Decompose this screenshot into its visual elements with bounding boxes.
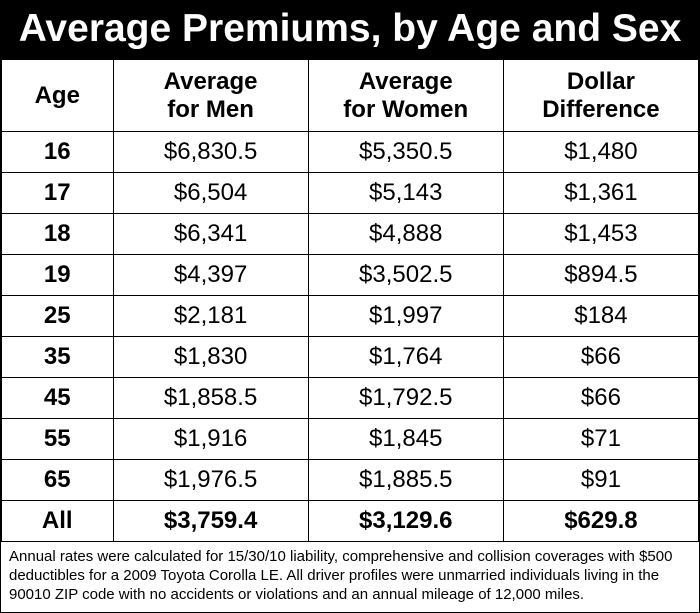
cell-diff: $1,480: [503, 132, 698, 173]
table-row: 45$1,858.5$1,792.5$66: [2, 378, 699, 419]
table-body: 16$6,830.5$5,350.5$1,480 17$6,504$5,143$…: [2, 132, 699, 542]
cell-men: $1,976.5: [113, 460, 308, 501]
cell-age: 55: [2, 419, 114, 460]
cell-women: $1,845: [308, 419, 503, 460]
table-row-all: All$3,759.4$3,129.6$629.8: [2, 501, 699, 542]
table-row: 55$1,916$1,845$71: [2, 419, 699, 460]
cell-age: 45: [2, 378, 114, 419]
cell-women: $5,143: [308, 173, 503, 214]
table-row: 25$2,181$1,997$184: [2, 296, 699, 337]
col-age: Age: [2, 60, 114, 132]
cell-men: $1,858.5: [113, 378, 308, 419]
table-row: 18$6,341$4,888$1,453: [2, 214, 699, 255]
cell-age: 25: [2, 296, 114, 337]
cell-diff: $91: [503, 460, 698, 501]
cell-women: $3,502.5: [308, 255, 503, 296]
cell-men: $3,759.4: [113, 501, 308, 542]
cell-diff: $66: [503, 378, 698, 419]
cell-men: $4,397: [113, 255, 308, 296]
cell-diff: $1,453: [503, 214, 698, 255]
cell-women: $3,129.6: [308, 501, 503, 542]
table-footnote: Annual rates were calculated for 15/30/1…: [1, 542, 699, 612]
premium-table: Age Averagefor Men Averagefor Women Doll…: [1, 59, 699, 542]
cell-men: $6,504: [113, 173, 308, 214]
cell-women: $1,764: [308, 337, 503, 378]
cell-men: $1,830: [113, 337, 308, 378]
col-men: Averagefor Men: [113, 60, 308, 132]
col-diff: DollarDifference: [503, 60, 698, 132]
cell-age: 18: [2, 214, 114, 255]
cell-age: 65: [2, 460, 114, 501]
cell-men: $2,181: [113, 296, 308, 337]
table-row: 19$4,397$3,502.5$894.5: [2, 255, 699, 296]
cell-men: $6,830.5: [113, 132, 308, 173]
header-row: Age Averagefor Men Averagefor Women Doll…: [2, 60, 699, 132]
cell-age: 17: [2, 173, 114, 214]
table-title: Average Premiums, by Age and Sex: [1, 1, 699, 59]
table-row: 65$1,976.5$1,885.5$91: [2, 460, 699, 501]
cell-diff: $184: [503, 296, 698, 337]
cell-women: $1,997: [308, 296, 503, 337]
cell-diff: $629.8: [503, 501, 698, 542]
cell-age: 35: [2, 337, 114, 378]
cell-diff: $894.5: [503, 255, 698, 296]
col-women: Averagefor Women: [308, 60, 503, 132]
cell-age: All: [2, 501, 114, 542]
cell-diff: $66: [503, 337, 698, 378]
cell-men: $1,916: [113, 419, 308, 460]
table-row: 35$1,830$1,764$66: [2, 337, 699, 378]
cell-diff: $1,361: [503, 173, 698, 214]
premium-table-container: Average Premiums, by Age and Sex Age Ave…: [0, 0, 700, 613]
cell-age: 16: [2, 132, 114, 173]
cell-age: 19: [2, 255, 114, 296]
cell-diff: $71: [503, 419, 698, 460]
cell-women: $1,792.5: [308, 378, 503, 419]
cell-women: $5,350.5: [308, 132, 503, 173]
table-row: 17$6,504$5,143$1,361: [2, 173, 699, 214]
cell-men: $6,341: [113, 214, 308, 255]
cell-women: $4,888: [308, 214, 503, 255]
table-row: 16$6,830.5$5,350.5$1,480: [2, 132, 699, 173]
cell-women: $1,885.5: [308, 460, 503, 501]
